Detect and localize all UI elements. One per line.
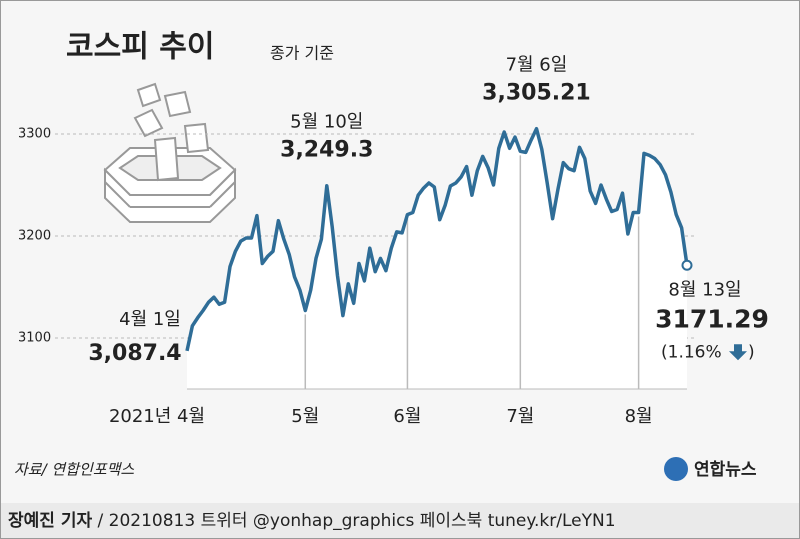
source: 자료/ 연합인포맥스 [14, 461, 134, 479]
y-tick-label: 3200 [18, 229, 51, 244]
point-label: 7월 6일 [506, 55, 568, 76]
value-label: 3,087.4 [88, 341, 181, 366]
x-tick-label: 2021년 4월 [109, 406, 205, 427]
y-tick-label: 3300 [18, 127, 51, 142]
logo-text: 연합뉴스 [694, 459, 757, 480]
y-tick-label: 3100 [18, 331, 51, 346]
point-label: 8월 13일 [668, 279, 741, 300]
area-fill [187, 128, 687, 389]
credit: / 20210813 트위터 @yonhap_graphics 페이스북 tun… [98, 511, 616, 531]
change-label: (1.16% [661, 342, 722, 362]
x-tick-label: 8월 [625, 406, 653, 427]
reporter: 장예진 기자 [8, 511, 92, 531]
ballot-box-icon [103, 82, 237, 223]
footer: 장예진 기자 / 20210813 트위터 @yonhap_graphics 페… [8, 511, 616, 531]
chart-subtitle: 종가 기준 [270, 44, 334, 63]
logo-icon [664, 457, 688, 481]
end-marker [681, 259, 693, 271]
footer-bar [1, 503, 799, 538]
chart-title: 코스피 추이 [66, 30, 214, 65]
x-tick-label: 7월 [506, 406, 534, 427]
point-label: 4월 1일 [119, 309, 181, 330]
value-label: 3171.29 [655, 304, 769, 333]
value-label: 3,249.3 [280, 138, 373, 163]
point-label: 5월 10일 [290, 112, 363, 133]
change-label-close: ) [748, 342, 755, 362]
value-label: 3,305.21 [482, 81, 591, 106]
x-tick-label: 5월 [291, 406, 319, 427]
x-tick-label: 6월 [393, 406, 421, 427]
down-arrow [729, 344, 747, 361]
logo: 연합뉴스 [664, 457, 757, 481]
line [185, 126, 689, 352]
